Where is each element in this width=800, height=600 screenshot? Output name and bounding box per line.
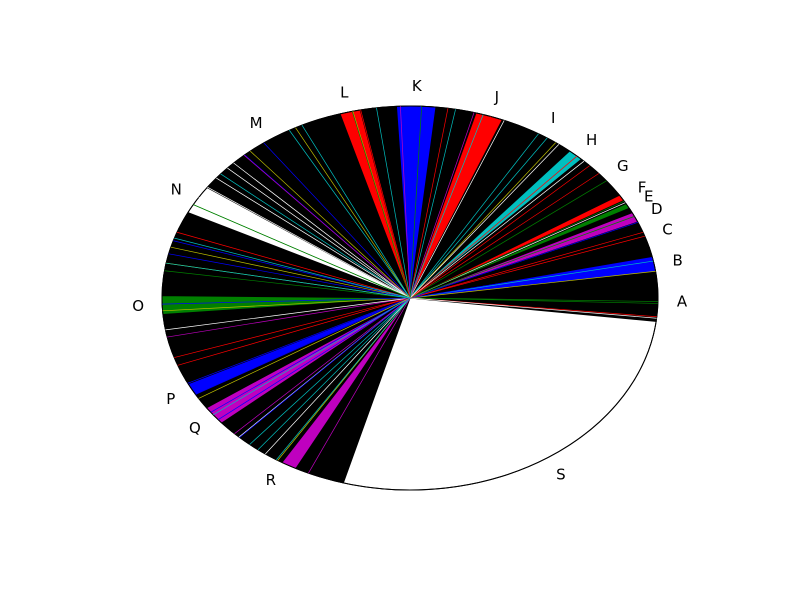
pie-outline	[161, 105, 659, 491]
pie-thin-wedge	[409, 142, 556, 299]
pie-thin-wedge	[263, 142, 411, 299]
pie-label-h: H	[586, 131, 597, 149]
pie-thin-wedge	[409, 221, 639, 299]
pie-label-s: S	[556, 465, 566, 483]
pie-thin-wedge	[409, 108, 449, 299]
pie-thin-wedge	[295, 127, 411, 299]
pie-thin-wedge	[409, 258, 653, 299]
pie-thin-wedge	[409, 297, 657, 319]
pie-thin-wedge	[409, 109, 456, 299]
pie-thin-wedge	[409, 137, 548, 299]
pie-thin-wedge	[162, 297, 411, 312]
pie-label-o: O	[132, 297, 144, 315]
pie-thin-wedge	[409, 231, 644, 299]
pie-thin-wedge	[187, 297, 411, 384]
pie-thin-wedge	[174, 237, 411, 299]
pie-thin-wedge	[409, 165, 590, 299]
pie-thin-wedge	[243, 154, 411, 299]
pie-thin-wedge	[193, 204, 411, 299]
pie-thin-wedge	[289, 130, 411, 299]
pie-label-c: C	[662, 221, 672, 239]
pie-thin-wedge	[217, 297, 411, 420]
pie-thin-wedge	[250, 150, 411, 299]
pie-thin-wedge	[176, 231, 411, 299]
pie-label-g: G	[617, 157, 629, 175]
pie-thin-wedge	[207, 186, 411, 299]
pie-thin-wedge	[409, 235, 645, 299]
pie-thin-wedge	[177, 297, 411, 366]
pie-thin-wedge	[210, 297, 411, 413]
pie-label-f: F	[638, 178, 647, 196]
pie-label-m: M	[250, 114, 263, 132]
pie-thin-wedge	[409, 180, 607, 299]
pie-label-b: B	[673, 251, 683, 269]
pie-thin-wedge	[198, 197, 411, 299]
pie-thin-wedge	[409, 120, 505, 299]
pie-thin-wedge	[265, 297, 411, 455]
pie-label-d: D	[651, 200, 663, 218]
pie-thin-wedges	[162, 106, 658, 474]
pie-thin-wedge	[409, 173, 600, 299]
pie-thin-wedge	[162, 297, 411, 305]
pie-thin-wedge	[409, 133, 539, 299]
pie-thin-wedge	[234, 297, 411, 434]
pie-thin-wedge	[276, 297, 411, 460]
pie-thin-wedge	[257, 297, 411, 450]
pie-thin-wedge	[239, 297, 411, 438]
pie-label-i: I	[551, 109, 555, 127]
pie-thin-wedge	[249, 297, 411, 445]
pie-thin-wedge	[195, 297, 411, 395]
pie-thin-wedge	[173, 240, 411, 299]
pie-label-l: L	[340, 83, 349, 101]
pie-thin-wedge	[164, 270, 411, 299]
pie-thin-wedge	[376, 107, 411, 299]
pie-thin-wedge	[409, 112, 475, 299]
pie-thin-wedge	[167, 297, 411, 338]
pie-thin-wedge	[166, 262, 411, 299]
pie-thin-wedge	[409, 216, 635, 299]
pie-thin-wedge	[174, 297, 411, 358]
pie-thin-wedge	[409, 297, 658, 304]
pie-thin-wedge	[165, 297, 411, 331]
pie-thin-wedge	[216, 177, 411, 299]
pie-thin-wedge	[409, 155, 578, 299]
pie-thin-wedge	[409, 106, 422, 299]
pie-thin-wedge	[409, 200, 625, 299]
pie-label-j: J	[494, 88, 499, 106]
pie-thin-wedge	[170, 246, 411, 299]
pie-label-k: K	[412, 77, 423, 95]
pie-thin-wedge	[409, 260, 654, 299]
pie-thin-wedge	[227, 167, 411, 299]
pie-thin-wedge	[409, 114, 484, 299]
pie-thin-wedge	[409, 160, 585, 299]
pie-thin-wedge	[301, 124, 411, 299]
pie-thin-wedge	[233, 162, 411, 299]
pie-thin-wedge	[308, 297, 411, 474]
pie-label-e: E	[644, 187, 653, 205]
pie-thin-wedge	[409, 270, 656, 299]
pie-thin-wedge	[168, 253, 411, 299]
pie-label-n: N	[171, 181, 182, 199]
pie-thin-wedge	[212, 297, 411, 416]
pie-thin-wedge	[198, 297, 411, 399]
pie-label-a: A	[677, 292, 688, 310]
pie-label-r: R	[266, 471, 276, 489]
pie-thin-wedge	[400, 106, 411, 299]
pie-label-q: Q	[189, 419, 201, 437]
pie-thin-wedge	[351, 111, 411, 299]
pie-thin-wedge	[220, 173, 411, 299]
pie-label-p: P	[166, 390, 175, 408]
pie-thin-wedge	[409, 116, 492, 299]
pie-thin-wedge	[360, 109, 411, 299]
pie-thin-wedge	[409, 144, 560, 299]
